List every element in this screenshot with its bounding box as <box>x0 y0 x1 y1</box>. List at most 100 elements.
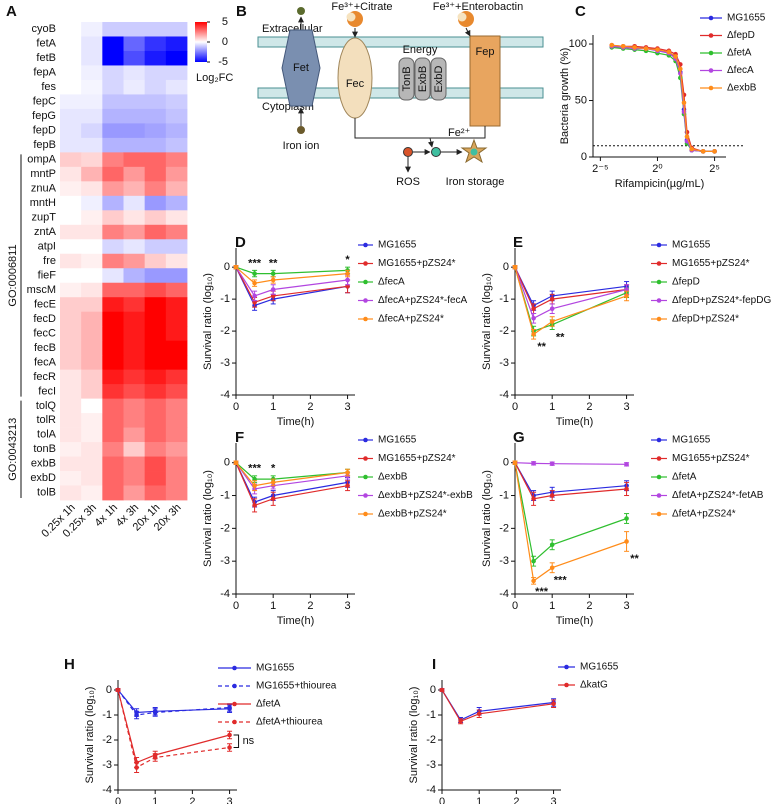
row-label: zntA <box>34 226 57 238</box>
heatmap-cell <box>144 485 167 501</box>
heatmap-cell <box>81 253 103 269</box>
heatmap-cell <box>60 22 82 37</box>
y-tick-label: 0 <box>430 684 436 696</box>
heatmap-cell <box>165 79 188 95</box>
heatmap-cell <box>81 268 103 284</box>
heatmap-cell <box>81 456 103 472</box>
label: ExbB <box>417 66 429 92</box>
row-label: fetB <box>36 52 56 64</box>
heatmap-cell <box>123 36 146 52</box>
legend-marker <box>363 511 368 517</box>
series-line <box>235 462 348 503</box>
heatmap-cell <box>144 152 167 168</box>
data-point <box>632 45 637 50</box>
heatmap-cell <box>144 253 167 269</box>
data-point <box>227 732 232 738</box>
panel-letter: I <box>432 656 436 673</box>
heatmap-cell <box>144 326 167 342</box>
data-point <box>531 558 536 564</box>
data-point <box>624 516 629 521</box>
x-tick-label: 2 <box>586 600 592 612</box>
y-tick-label: 100 <box>569 38 587 50</box>
y-tick-label: -1 <box>499 489 509 501</box>
x-tick-label: 2 <box>189 796 195 804</box>
heatmap-cell <box>81 282 103 298</box>
heatmap-cell <box>123 22 146 37</box>
data-point <box>115 687 121 693</box>
heatmap-cell <box>165 355 188 371</box>
heatmap-cell <box>81 471 103 486</box>
row-label: tonB <box>33 443 56 455</box>
data-point <box>439 687 445 693</box>
x-tick-label: 1 <box>549 401 555 413</box>
heatmap-cell <box>81 297 103 313</box>
x-axis-label: Time(h) <box>556 615 593 627</box>
label: Fep <box>476 46 495 58</box>
data-point <box>684 134 690 139</box>
heatmap-cell <box>144 210 167 226</box>
legend-label: ΔfepD+pZS24* <box>672 314 739 325</box>
heatmap-cell <box>60 239 82 255</box>
heatmap-cell <box>102 94 124 110</box>
heatmap-cell <box>81 36 103 52</box>
heatmap-cell <box>165 210 188 226</box>
series-line <box>235 462 348 490</box>
data-point <box>531 331 536 337</box>
data-point <box>549 296 555 302</box>
heatmap-cell <box>165 485 188 501</box>
heatmap-cell <box>123 413 146 428</box>
y-tick-label: -2 <box>102 734 112 746</box>
heatmap-cell <box>60 210 82 226</box>
heatmap-cell <box>60 108 82 124</box>
series-line <box>235 266 348 304</box>
heatmap-cell <box>81 239 103 255</box>
series-line <box>514 462 627 497</box>
x-axis-label: Time(h) <box>277 416 314 428</box>
x-axis-label: Time(h) <box>277 615 314 627</box>
heatmap-cell <box>144 427 167 443</box>
legend-marker <box>656 493 662 498</box>
y-tick-label: -3 <box>499 357 509 369</box>
series-line <box>441 689 554 723</box>
heatmap-cell <box>60 181 82 197</box>
heatmap-cell <box>102 253 124 269</box>
y-tick-label: -2 <box>499 325 509 337</box>
heatmap-cell <box>144 268 167 284</box>
heatmap-cell <box>144 311 167 327</box>
series-line <box>235 462 348 507</box>
data-point <box>609 42 615 48</box>
heatmap-cell <box>123 50 146 66</box>
heatmap-cell <box>165 22 188 37</box>
heatmap-cell <box>123 152 146 168</box>
y-tick-label: -3 <box>426 759 436 771</box>
heatmap-cell <box>144 65 167 81</box>
y-tick-label: -4 <box>499 389 509 401</box>
significance-label: * <box>345 254 350 266</box>
heatmap-cell <box>81 123 103 139</box>
data-point <box>624 486 629 492</box>
label: TonB <box>401 66 413 91</box>
row-label: tolA <box>37 429 57 441</box>
heatmap-cell <box>102 442 124 457</box>
data-point <box>531 316 536 321</box>
heatmap-cell <box>60 79 82 95</box>
heatmap-cell <box>60 94 82 110</box>
series-line <box>117 689 230 716</box>
legend-marker <box>232 683 237 689</box>
colorbar-label: Log₂FC <box>196 72 233 84</box>
heatmap-cell <box>102 152 124 168</box>
ferric-complex <box>457 12 467 22</box>
heatmap-cell <box>144 471 167 486</box>
data-point <box>549 461 555 466</box>
data-point <box>345 483 350 488</box>
y-tick-label: 0 <box>224 457 230 469</box>
colorbar-tick-label: 0 <box>222 36 228 48</box>
x-tick-label: 2 <box>513 796 519 804</box>
heatmap-cell <box>60 166 82 182</box>
series-line <box>235 266 348 307</box>
x-tick-label: 2 <box>307 600 313 612</box>
heatmap-cell <box>165 108 188 124</box>
y-tick-label: -2 <box>220 325 230 337</box>
data-point <box>673 54 678 59</box>
data-point <box>270 480 276 485</box>
